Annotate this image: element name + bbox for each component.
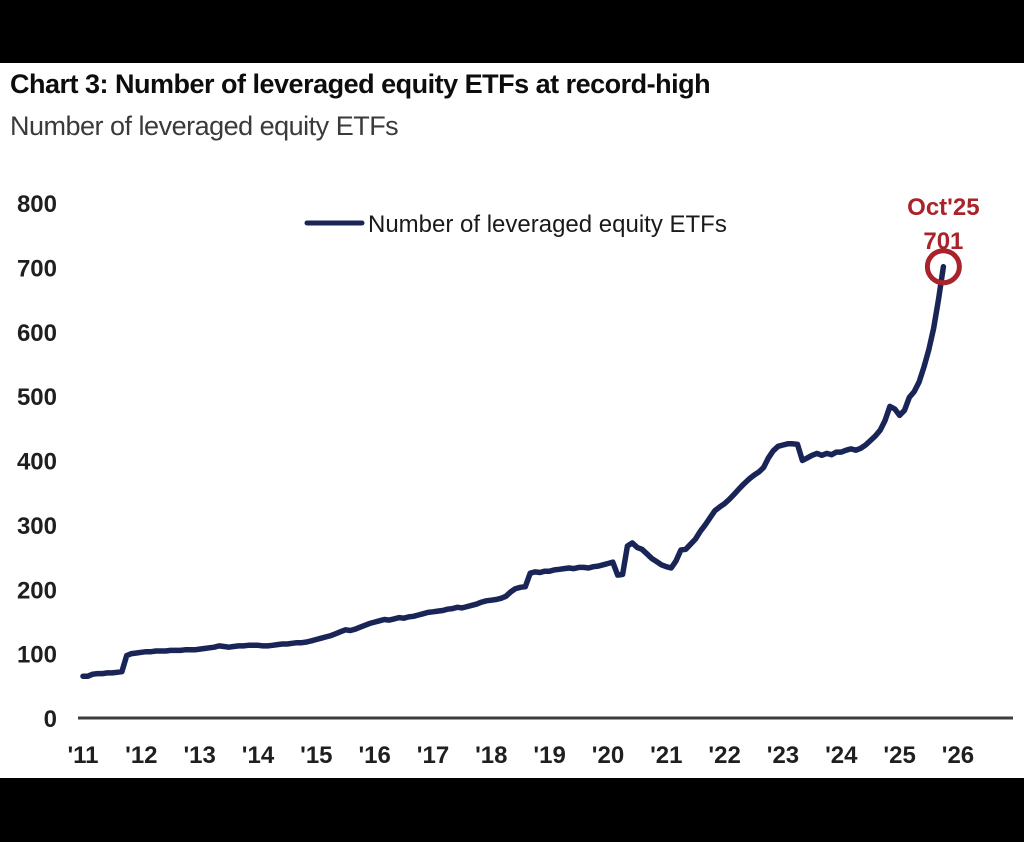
x-tick-label: '17 <box>417 742 449 769</box>
x-tick-label: '18 <box>475 742 507 769</box>
x-tick-label: '25 <box>883 742 915 769</box>
record-high-circle <box>924 248 962 286</box>
x-tick-label: '15 <box>300 742 332 769</box>
x-tick-label: '26 <box>942 742 974 769</box>
line-chart: 0 100 200 300 400 500 600 700 800 '11 '12 '13 '14 '15… <box>17 191 1013 769</box>
y-tick-label: 700 <box>17 255 57 282</box>
etf-count-line <box>80 263 947 679</box>
y-tick-label: 100 <box>17 642 57 669</box>
top-letterbox-bar <box>0 0 1024 63</box>
x-tick-label: '23 <box>767 742 799 769</box>
x-tick-label: '11 <box>67 742 98 769</box>
x-tick-label: '16 <box>358 742 390 769</box>
legend-label: Number of leveraged equity ETFs <box>368 211 727 238</box>
chart-panel: Chart 3: Number of leveraged equity ETFs… <box>0 63 1024 778</box>
y-tick-label: 400 <box>17 449 57 476</box>
y-tick-label: 300 <box>17 513 57 540</box>
chart-title: Chart 3: Number of leveraged equity ETFs… <box>10 69 711 99</box>
x-tick-label: '12 <box>125 742 157 769</box>
y-tick-label: 600 <box>17 320 57 347</box>
x-tick-label: '21 <box>650 742 682 769</box>
y-tick-label: 200 <box>17 577 57 604</box>
bottom-letterbox-bar <box>0 778 1024 842</box>
x-tick-label: '22 <box>708 742 740 769</box>
x-tick-label: '14 <box>242 742 275 769</box>
x-tick-label: '20 <box>592 742 624 769</box>
annotation-date-label: Oct'25 <box>907 194 979 221</box>
y-tick-label: 0 <box>44 706 57 733</box>
x-tick-label: '24 <box>825 742 858 769</box>
x-tick-label: '19 <box>533 742 565 769</box>
x-tick-label: '13 <box>183 742 215 769</box>
y-tick-label: 800 <box>17 191 57 218</box>
chart-subtitle: Number of leveraged equity ETFs <box>10 111 399 141</box>
y-tick-label: 500 <box>17 384 57 411</box>
